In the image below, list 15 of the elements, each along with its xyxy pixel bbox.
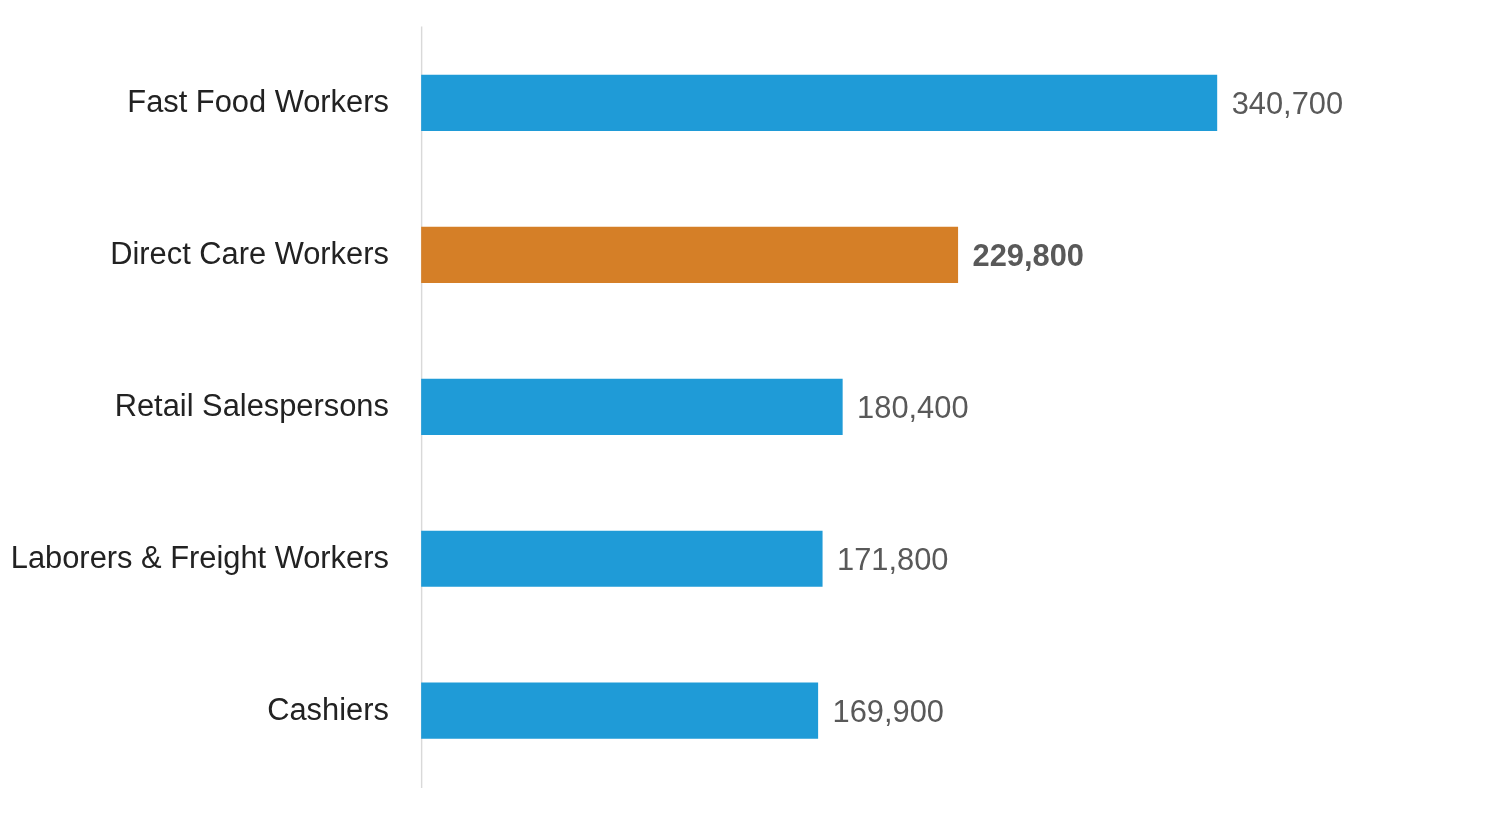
bar [421, 682, 819, 739]
y-tick-label: Laborers & Freight Workers [10, 540, 389, 576]
y-tick-label: Direct Care Workers [110, 236, 389, 272]
data-label: 229,800 [972, 238, 1084, 274]
data-label: 180,400 [857, 390, 969, 426]
y-tick-label: Retail Salespersons [114, 388, 389, 424]
bar [421, 530, 823, 587]
bar [421, 74, 1218, 131]
data-label: 171,800 [837, 542, 949, 578]
data-label: 169,900 [832, 694, 945, 730]
bar [421, 226, 959, 283]
data-label: 340,700 [1231, 86, 1344, 122]
y-tick-label: Fast Food Workers [127, 84, 389, 120]
y-tick-label: Cashiers [267, 692, 389, 728]
bar [421, 378, 843, 435]
